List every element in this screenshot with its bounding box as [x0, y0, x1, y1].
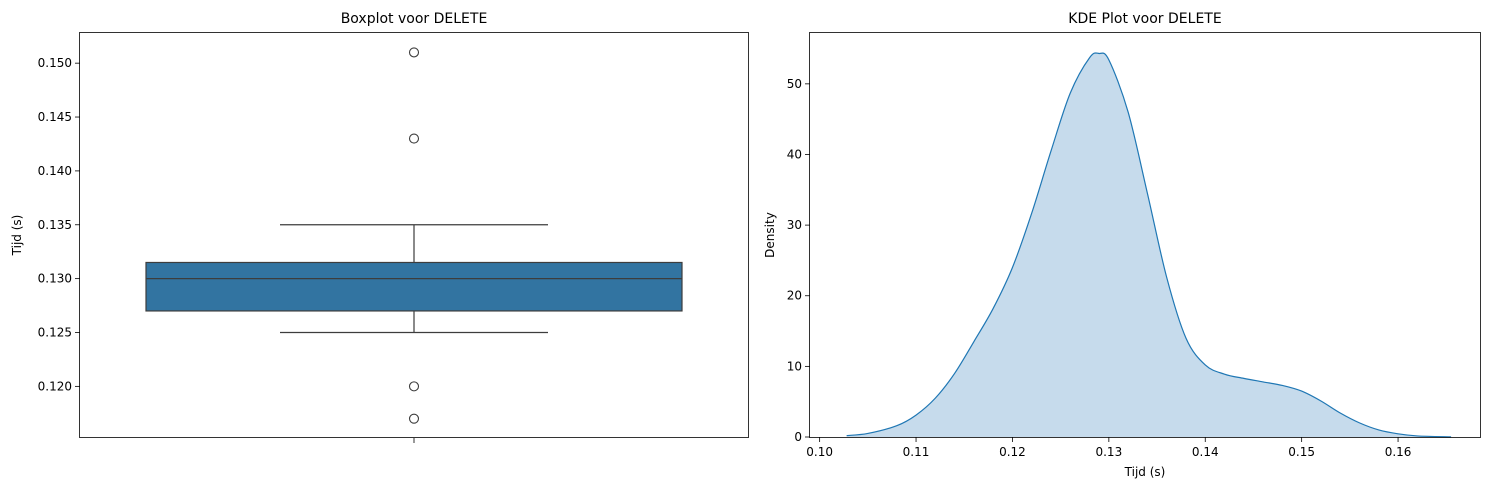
kde-panel: KDE Plot voor DELETE Density Tijd (s) 0.…: [763, 11, 1481, 479]
boxplot-outlier-point: [408, 413, 420, 424]
boxplot-y-tick-label: 0.135: [38, 218, 72, 232]
boxplot-y-tick-label: 0.150: [38, 56, 72, 70]
boxplot-marks: [145, 47, 683, 424]
kde-y-tick-label: 50: [787, 77, 802, 91]
kde-x-tick-label: 0.16: [1385, 445, 1412, 459]
kde-marks: [846, 52, 1452, 438]
boxplot-y-axis-label: Tijd (s): [10, 215, 24, 257]
kde-y-tick-label: 40: [787, 147, 802, 161]
boxplot-y-tick-label: 0.145: [38, 110, 72, 124]
kde-y-tick-label: 0: [794, 430, 802, 444]
boxplot-y-tick-label: 0.125: [38, 325, 72, 339]
boxplot-y-tick-label: 0.120: [38, 379, 72, 393]
kde-x-tick-label: 0.14: [1192, 445, 1219, 459]
kde-ticks: 0.10 0.11 0.12 0.13 0.14 0.15 0.16 0 10 20 30 40 50: [787, 77, 1412, 459]
boxplot-outlier-point: [408, 381, 420, 392]
kde-y-tick-label: 30: [787, 218, 802, 232]
kde-y-tick-label: 20: [787, 289, 802, 303]
kde-density-line: [846, 52, 1452, 438]
kde-title: KDE Plot voor DELETE: [1068, 11, 1221, 27]
boxplot-panel: Boxplot voor DELETE Tijd (s) 0.1200.1250…: [10, 11, 749, 443]
boxplot-outlier-point: [408, 133, 420, 144]
boxplot-outlier-point: [408, 47, 420, 58]
kde-y-axis-label: Density: [763, 212, 777, 258]
boxplot-y-ticks: 0.120 0.125 0.130 0.135 0.140 0.145 0.150: [38, 56, 80, 393]
kde-x-axis-label: Tijd (s): [1124, 465, 1166, 479]
boxplot-title: Boxplot voor DELETE: [341, 11, 488, 27]
kde-x-tick-label: 0.13: [1095, 445, 1122, 459]
kde-x-tick-label: 0.11: [903, 445, 930, 459]
kde-x-tick-label: 0.10: [806, 445, 833, 459]
boxplot-y-tick-label: 0.130: [38, 272, 72, 286]
boxplot-box: [145, 261, 683, 312]
boxplot-y-tick-label: 0.140: [38, 164, 72, 178]
kde-x-tick-label: 0.12: [999, 445, 1026, 459]
kde-plot-frame: [809, 32, 1481, 438]
boxplot-plot-frame: [79, 32, 749, 438]
kde-density-fill: [846, 52, 1452, 437]
kde-x-tick-label: 0.15: [1288, 445, 1315, 459]
kde-y-tick-label: 10: [787, 359, 802, 373]
